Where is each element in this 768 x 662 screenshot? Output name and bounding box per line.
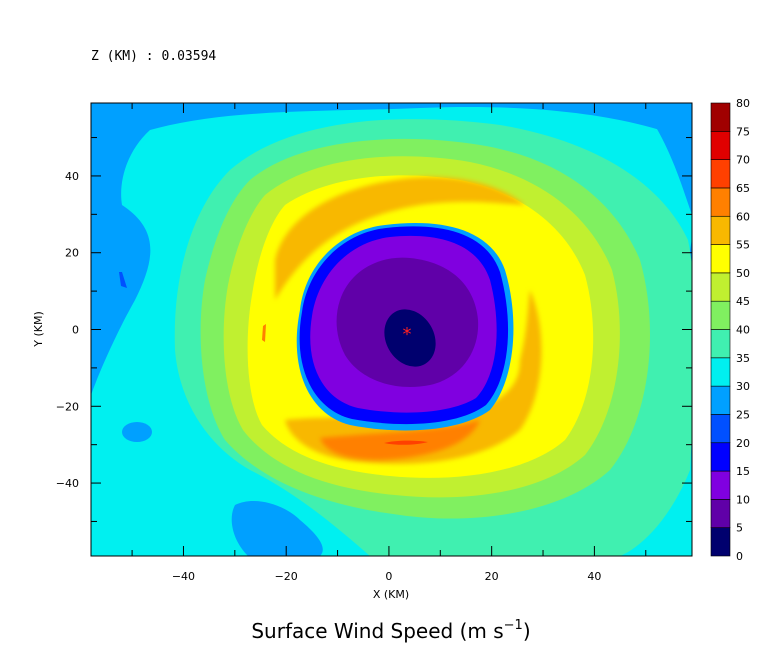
y-tick-label: 40: [65, 170, 79, 183]
x-tick-label: 0: [385, 570, 392, 583]
colorbar-swatch: [710, 329, 731, 359]
colorbar-swatch: [710, 159, 731, 189]
colorbar-label: 35: [736, 352, 750, 365]
x-tick-label: −40: [172, 570, 195, 583]
colorbar-label: 45: [736, 295, 750, 308]
x-tick-label: −20: [275, 570, 298, 583]
colorbar-swatch: [710, 357, 731, 387]
colorbar-label: 40: [736, 324, 750, 337]
storm-center-marker: *: [403, 324, 412, 345]
x-tick-label: 20: [485, 570, 499, 583]
colorbar-label: 65: [736, 182, 750, 195]
field-0-5-eye: [384, 309, 436, 367]
colorbar-label: 15: [736, 465, 750, 478]
x-tick-label: 40: [587, 570, 601, 583]
colorbar-label: 75: [736, 125, 750, 138]
chart-title: Surface Wind Speed (m s−1): [251, 618, 530, 643]
colorbar-swatch: [710, 470, 731, 500]
colorbar-swatch: [710, 527, 731, 557]
field-60-65-speck: [262, 324, 266, 342]
field-25-30-corner: [640, 103, 692, 215]
title-close: ): [523, 619, 531, 643]
colorbar-swatch: [710, 244, 731, 274]
colorbar-label: 55: [736, 239, 750, 252]
colorbar-label: 70: [736, 154, 750, 167]
y-tick-label: −20: [56, 400, 79, 413]
colorbar-label: 10: [736, 493, 750, 506]
colorbar-swatch: [710, 272, 731, 302]
y-tick-label: 20: [65, 247, 79, 260]
title-main: Surface Wind Speed (m s: [251, 619, 503, 643]
colorbar-swatch: [710, 131, 731, 160]
field-25-30-blob: [122, 422, 152, 442]
y-tick-label: −40: [56, 477, 79, 490]
colorbar-swatch: [710, 102, 731, 132]
y-axis-label: Y (KM): [32, 311, 45, 348]
y-axis-ticks: 40 20 0 −20 −40: [56, 137, 692, 522]
colorbar-label: 20: [736, 437, 750, 450]
colorbar: 0 5 10 15 20 25 30 35 40 45 50 55 60 65 70 75 80: [710, 97, 750, 563]
y-tick-label: 0: [72, 324, 79, 337]
colorbar-label: 50: [736, 267, 750, 280]
contour-plot: *: [91, 103, 692, 556]
x-axis-label: X (KM): [373, 588, 409, 601]
colorbar-label: 25: [736, 408, 750, 421]
colorbar-swatch: [710, 187, 731, 217]
colorbar-swatch: [710, 300, 731, 330]
colorbar-swatch: [710, 385, 731, 415]
x-axis-ticks: −40 −20 0 20 40: [131, 103, 647, 583]
colorbar-swatch: [710, 215, 731, 245]
colorbar-label: 0: [736, 550, 743, 563]
field-60-65: [320, 420, 480, 460]
colorbar-label: 30: [736, 380, 750, 393]
field-55-60-north: [275, 177, 525, 300]
colorbar-swatch: [710, 414, 731, 444]
field-65-70: [384, 440, 428, 445]
colorbar-label: 60: [736, 210, 750, 223]
field-20-25-fleck: [119, 272, 127, 288]
z-level-label: Z (KM) : 0.03594: [91, 49, 216, 64]
colorbar-label: 80: [736, 97, 750, 110]
colorbar-label: 5: [736, 522, 743, 535]
title-superscript: −1: [504, 618, 523, 633]
field-25-30-lowerleft: [231, 500, 323, 556]
colorbar-swatch: [710, 499, 731, 528]
colorbar-swatch: [710, 442, 731, 472]
